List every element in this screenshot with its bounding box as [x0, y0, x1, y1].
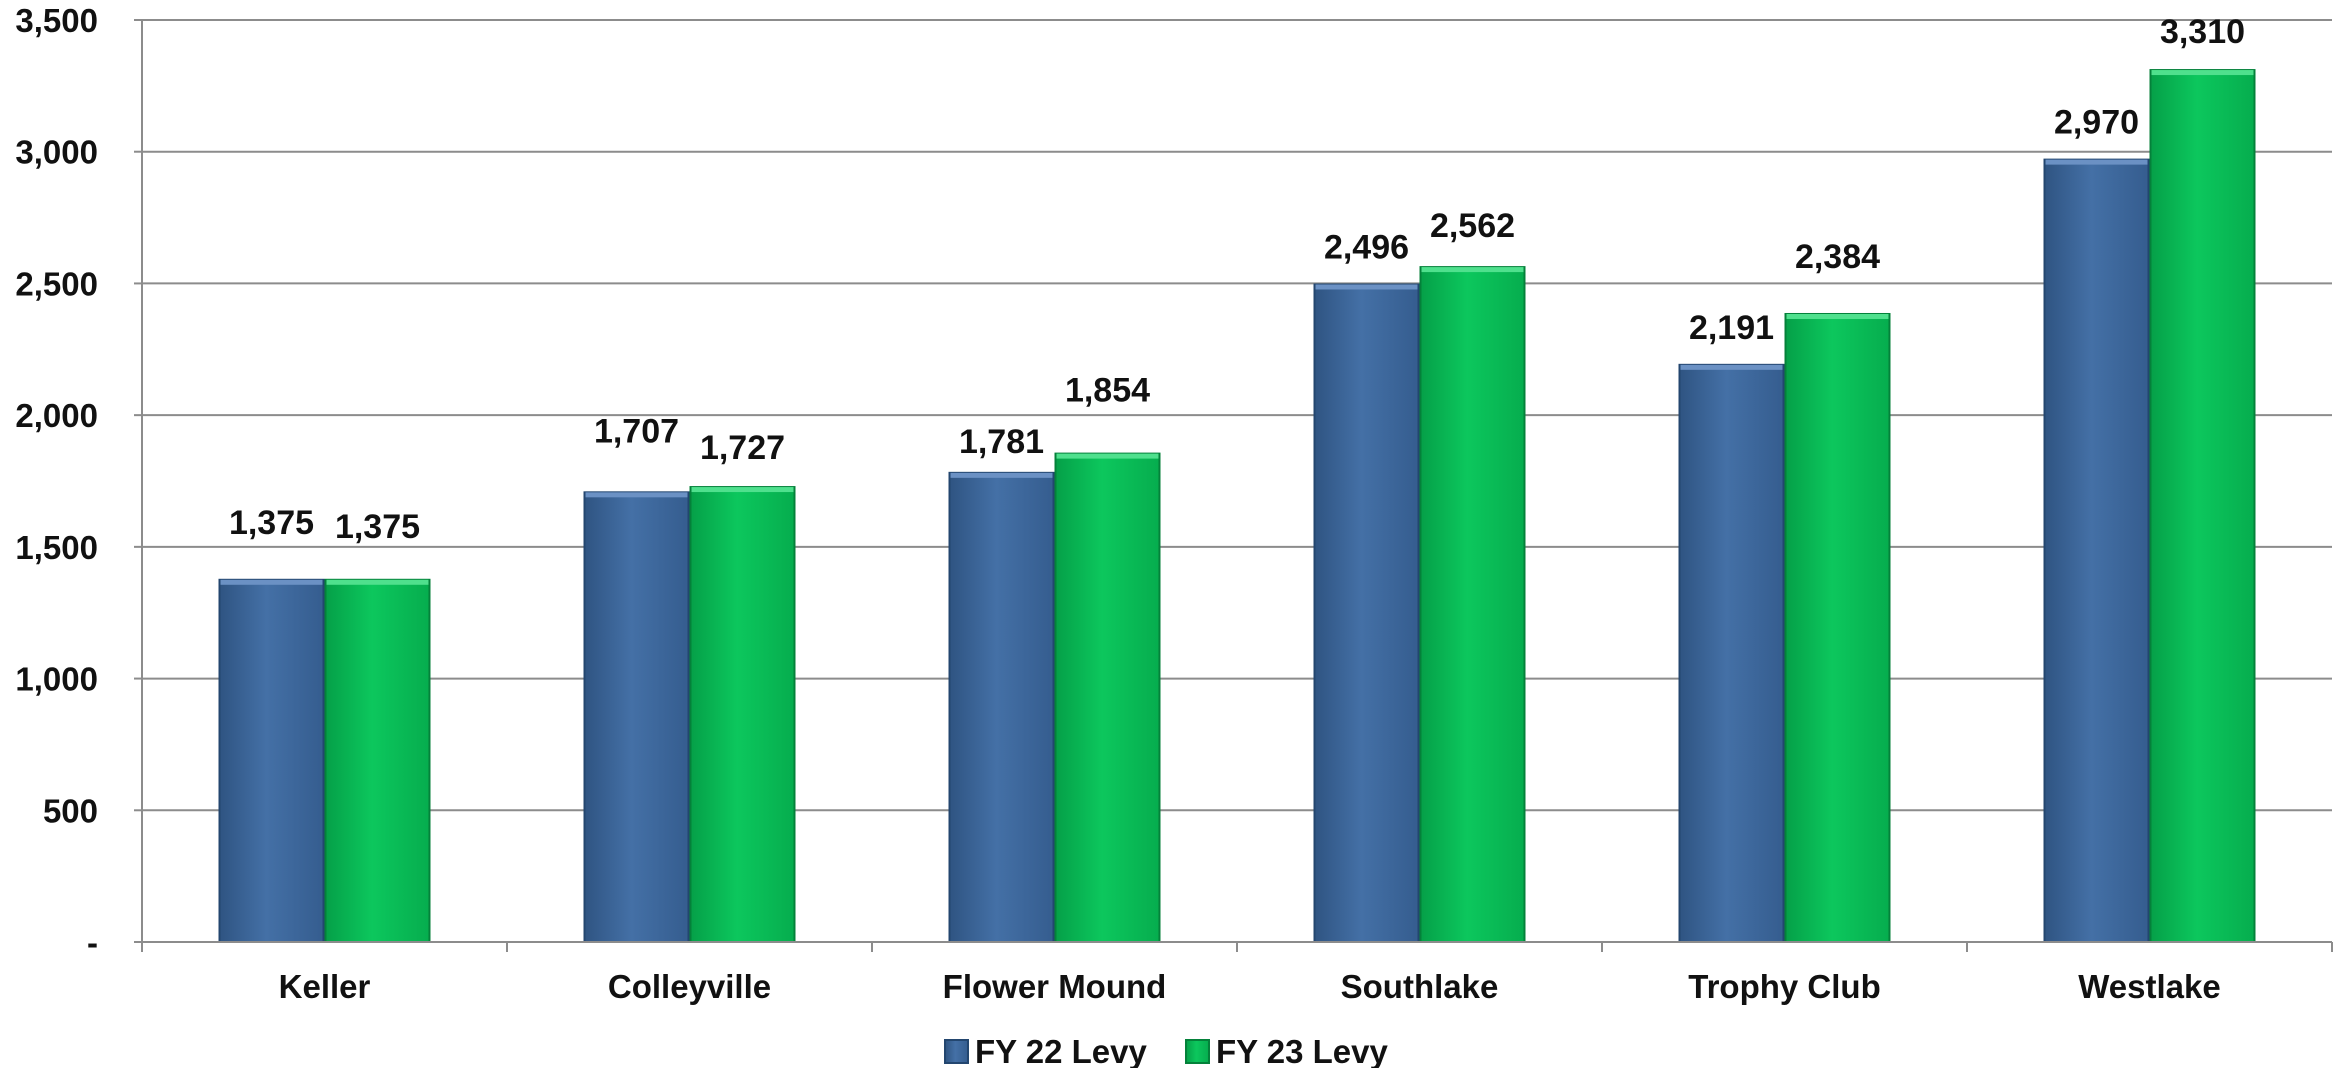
data-label: 1,781: [959, 423, 1044, 461]
x-category-label: Westlake: [2078, 968, 2220, 1005]
bar-top-highlight: [2045, 159, 2148, 165]
bar-fy23-trophy-club: [1784, 312, 1891, 944]
x-category-label: Keller: [279, 968, 371, 1005]
data-label: 1,727: [700, 429, 785, 467]
x-category-label: Flower Mound: [943, 968, 1167, 1005]
bar-top-highlight: [2151, 70, 2254, 76]
bar-fy23-westlake: [2149, 69, 2256, 943]
x-category-label: Southlake: [1341, 968, 1499, 1005]
x-category-label: Trophy Club: [1688, 968, 1881, 1005]
legend-swatch: [944, 1039, 969, 1064]
bars: [218, 69, 2256, 944]
bar-fy22-keller: [218, 578, 325, 943]
data-label: 2,384: [1795, 238, 1880, 276]
data-label: 1,375: [229, 504, 314, 542]
y-tick-label: 3,500: [15, 2, 98, 39]
data-label: 3,310: [2160, 13, 2245, 51]
gridlines: [142, 19, 2332, 812]
bar-fy22-southlake: [1313, 283, 1420, 943]
bar-fy23-colleyville: [689, 486, 796, 943]
bar-top-highlight: [691, 487, 794, 493]
bar-top-highlight: [1056, 453, 1159, 459]
bar-top-highlight: [950, 472, 1053, 478]
y-tick-label: 3,000: [15, 134, 98, 171]
y-tick-label: 500: [43, 792, 98, 829]
bar-top-highlight: [1786, 313, 1889, 319]
bar-fy23-flower-mound: [1054, 452, 1161, 943]
legend-label: FY 22 Levy: [975, 1033, 1147, 1068]
data-labels: 1,375 1,375 1,707 1,727 1,781 1,854 2,496 2,562…: [229, 13, 2245, 546]
data-label: 2,496: [1324, 228, 1409, 266]
bar-top-highlight: [220, 579, 323, 585]
bar-top-highlight: [1421, 267, 1524, 273]
data-label: 2,970: [2054, 104, 2139, 142]
y-tick-label: -: [87, 924, 98, 961]
y-tick-label: 1,000: [15, 661, 98, 698]
data-label: 1,854: [1065, 372, 1150, 410]
bar-fy22-flower-mound: [948, 471, 1055, 943]
legend: FY 22 Levy FY 23 Levy: [944, 1033, 1388, 1068]
bar-top-highlight: [1315, 284, 1418, 290]
bar-fy23-keller: [324, 578, 431, 943]
data-label: 2,562: [1430, 207, 1515, 245]
bar-top-highlight: [326, 579, 429, 585]
y-tick-label: 2,500: [15, 265, 98, 302]
data-label: 1,375: [335, 508, 420, 546]
data-label: 1,707: [594, 412, 679, 450]
x-category-label: Colleyville: [608, 968, 771, 1005]
legend-swatch: [1185, 1039, 1210, 1064]
bar-fy22-colleyville: [583, 491, 690, 943]
y-tick-label: 1,500: [15, 529, 98, 566]
bar-top-highlight: [585, 492, 688, 498]
bar-fy22-westlake: [2043, 158, 2150, 944]
y-tick-label: 2,000: [15, 397, 98, 434]
x-axis: Keller Colleyville Flower Mound Southlake Tr…: [141, 941, 2333, 1005]
y-axis: - 500 1,000 1,500 2,000 2,500 3,000 3,500: [15, 2, 143, 961]
data-label: 2,191: [1689, 309, 1774, 347]
bar-fy23-southlake: [1419, 266, 1526, 943]
bar-top-highlight: [1680, 364, 1783, 370]
legend-label: FY 23 Levy: [1216, 1033, 1388, 1068]
bar-fy22-trophy-club: [1678, 363, 1785, 943]
